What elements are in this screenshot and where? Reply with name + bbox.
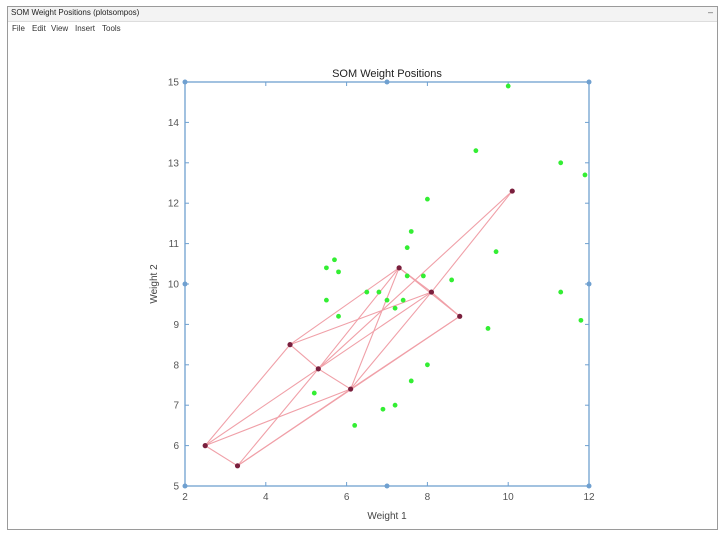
neuron-marker xyxy=(234,463,241,469)
neuron-connection xyxy=(431,291,461,317)
input-point xyxy=(404,245,410,251)
menu-edit[interactable]: Edit xyxy=(32,24,46,33)
neuron-connection xyxy=(317,267,400,370)
y-tick-label: 7 xyxy=(173,401,179,412)
neuron-marker xyxy=(457,313,463,319)
y-tick-label: 11 xyxy=(169,239,180,250)
y-tick-label: 8 xyxy=(173,360,179,371)
input-point xyxy=(332,257,337,263)
input-point xyxy=(420,273,426,279)
neuron-marker xyxy=(348,386,354,392)
x-tick-label: 10 xyxy=(503,492,515,503)
title-bar: SOM Weight Positions (plotsompos) – xyxy=(8,7,717,22)
y-tick-label: 6 xyxy=(173,441,179,452)
menu-insert[interactable]: Insert xyxy=(75,24,96,33)
figure-canvas: 2 4 6 8 10 12 5 6 7 8 9 10 11 12 13 14 15 SOM Weight Posi… xyxy=(8,37,717,529)
chart-title: SOM Weight Positions xyxy=(332,68,442,80)
neuron-connection xyxy=(431,190,513,293)
input-point xyxy=(408,378,414,384)
input-point xyxy=(336,269,341,275)
input-point xyxy=(336,313,341,319)
y-tick-label: 14 xyxy=(168,118,180,129)
axis-handle xyxy=(384,79,390,85)
menu-tools[interactable]: Tools xyxy=(102,24,121,33)
x-tick-label: 8 xyxy=(425,492,431,503)
neuron-connection xyxy=(204,344,291,446)
input-point xyxy=(364,289,370,295)
input-point xyxy=(324,297,329,303)
input-point xyxy=(324,265,329,271)
neuron-connection xyxy=(350,315,461,390)
axis-handle xyxy=(182,79,188,85)
input-point xyxy=(578,317,584,323)
input-point xyxy=(558,289,564,295)
input-point xyxy=(425,196,430,202)
axis-handle xyxy=(182,281,188,287)
neuron-connection xyxy=(318,368,351,390)
input-point xyxy=(400,297,406,303)
figure-window: SOM Weight Positions (plotsompos) – File… xyxy=(7,6,718,530)
input-point xyxy=(473,148,479,154)
axis-handle xyxy=(586,281,592,287)
menu-view[interactable]: View xyxy=(51,24,69,33)
plot-area xyxy=(184,81,590,487)
neuron-marker xyxy=(428,289,435,295)
input-point xyxy=(392,402,398,408)
input-point xyxy=(352,423,358,428)
input-point xyxy=(392,305,398,311)
y-axis-label: Weight 2 xyxy=(149,264,160,304)
neuron-marker xyxy=(509,188,515,194)
neuron-marker xyxy=(202,443,208,449)
input-point xyxy=(493,249,499,255)
input-point xyxy=(485,326,491,331)
axis-handle xyxy=(182,483,188,489)
x-axis-label: Weight 1 xyxy=(367,511,407,522)
x-tick-label: 2 xyxy=(182,492,188,503)
som-weight-plot: 2 4 6 8 10 12 5 6 7 8 9 10 11 12 13 14 15 SOM Weight Posi… xyxy=(149,68,595,522)
input-point xyxy=(558,160,564,166)
window-title: SOM Weight Positions (plotsompos) xyxy=(11,8,140,17)
minimize-button[interactable]: – xyxy=(707,7,713,17)
y-tick-label: 12 xyxy=(168,199,180,210)
neuron-marker xyxy=(287,342,293,348)
neuron-connection xyxy=(204,368,319,447)
y-tick-label: 15 xyxy=(168,78,180,89)
input-point xyxy=(380,406,386,412)
neuron-connection xyxy=(289,291,432,346)
neuron-connection xyxy=(289,344,319,370)
neuron-connection xyxy=(350,291,432,390)
input-point xyxy=(384,297,390,303)
neuron-connection xyxy=(350,267,400,390)
menu-file[interactable]: File xyxy=(12,24,25,33)
input-point xyxy=(311,390,317,396)
x-tick-label: 4 xyxy=(263,492,269,503)
input-point xyxy=(408,229,414,234)
neuron-marker xyxy=(315,366,321,372)
y-tick-label: 9 xyxy=(173,320,179,331)
input-point xyxy=(376,289,382,295)
input-point xyxy=(425,362,430,368)
menu-bar: File Edit View Insert Tools xyxy=(8,22,717,36)
x-tick-label: 6 xyxy=(344,492,350,503)
neuron-connection xyxy=(204,445,238,467)
y-tick-label: 5 xyxy=(173,482,179,493)
neuron-marker xyxy=(396,265,402,271)
neuron-connection xyxy=(318,291,432,370)
y-tick-label: 10 xyxy=(168,280,180,291)
input-point xyxy=(404,273,410,279)
input-point xyxy=(582,172,588,178)
neuron-connection xyxy=(237,368,319,467)
axis-handle xyxy=(586,79,592,85)
input-point xyxy=(505,83,511,89)
axis-handle xyxy=(586,483,592,489)
axis-handle xyxy=(384,483,390,489)
y-tick-label: 13 xyxy=(168,158,180,169)
input-point xyxy=(449,277,455,283)
x-tick-label: 12 xyxy=(583,492,595,503)
neuron-connection xyxy=(289,267,400,346)
